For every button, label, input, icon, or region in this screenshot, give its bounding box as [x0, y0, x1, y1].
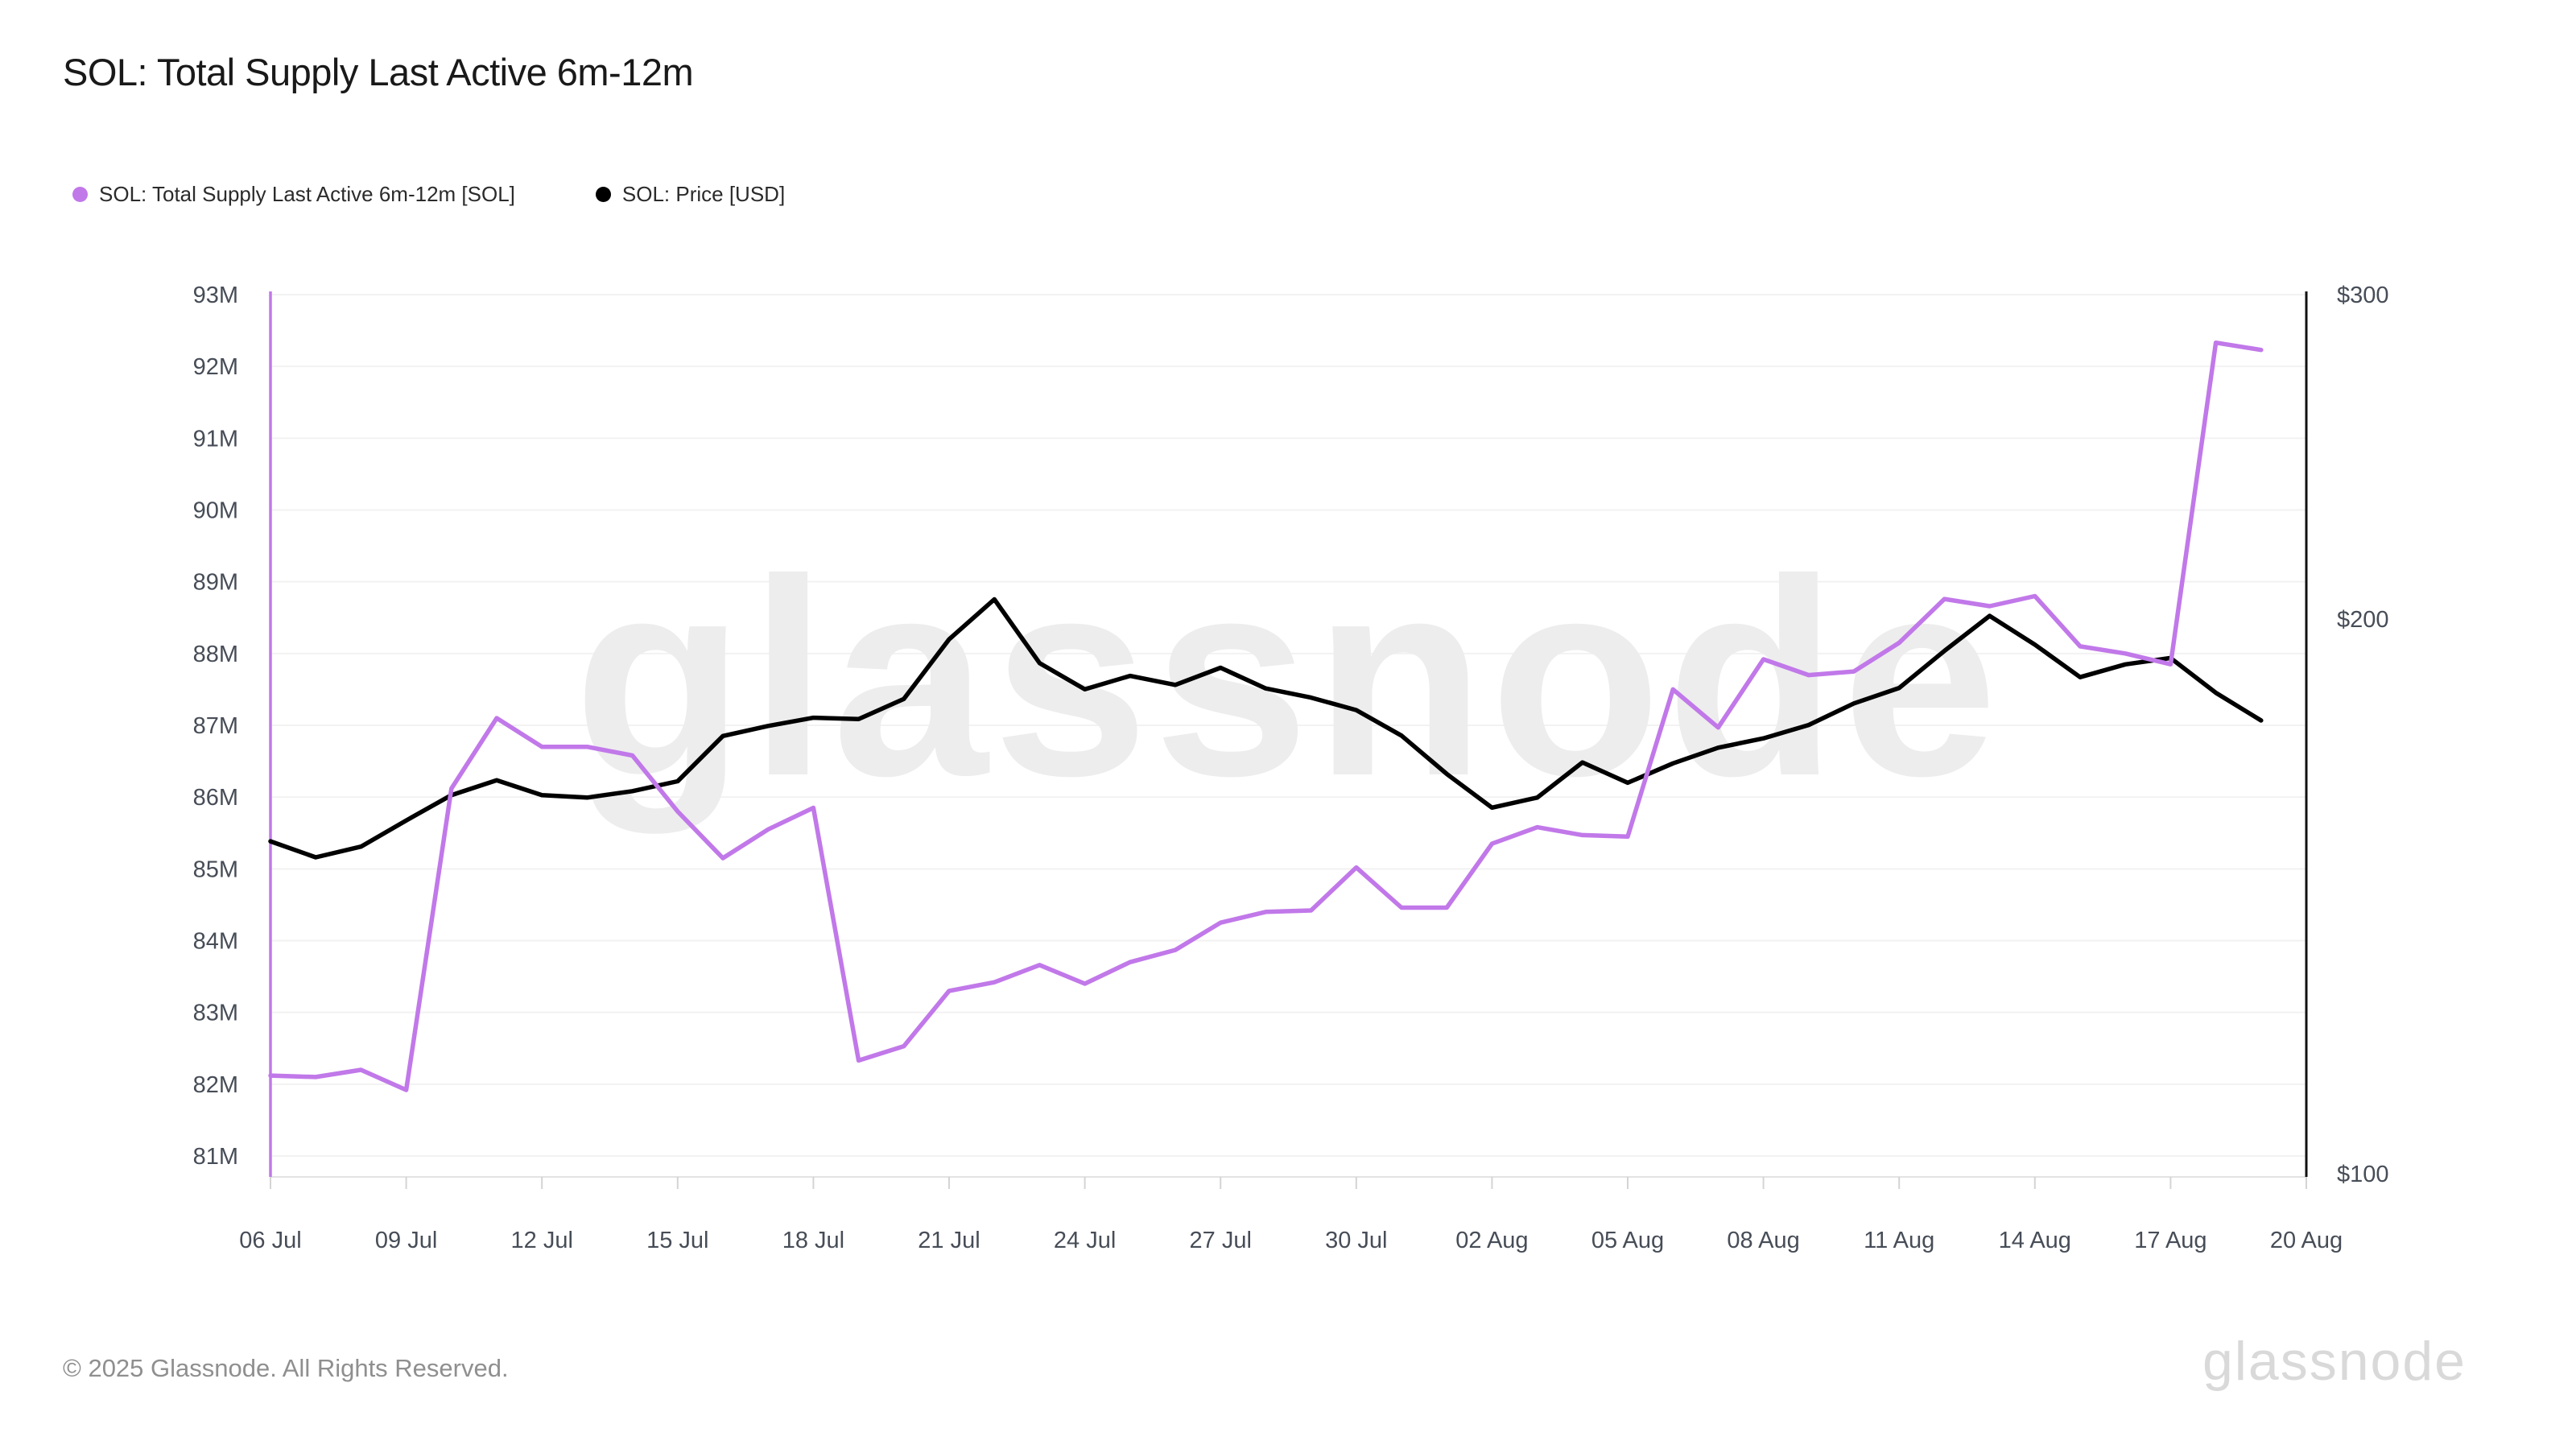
x-axis-label: 09 Jul	[375, 1228, 437, 1253]
y-axis-left-label: 91M	[193, 426, 238, 452]
x-axis-label: 14 Aug	[1999, 1228, 2071, 1253]
x-axis-label: 20 Aug	[2270, 1228, 2343, 1253]
y-axis-left-label: 87M	[193, 713, 238, 739]
price-line-series	[268, 597, 2264, 860]
y-axis-left-label: 84M	[193, 929, 238, 955]
x-axis-label: 15 Jul	[646, 1228, 708, 1253]
x-axis-label: 02 Aug	[1455, 1228, 1528, 1253]
x-axis-label: 21 Jul	[918, 1228, 980, 1253]
legend-dot-supply-icon	[72, 187, 88, 202]
y-axis-left-label: 86M	[193, 785, 238, 811]
y-axis-right-label: $100	[2337, 1162, 2389, 1187]
x-axis-label: 17 Aug	[2134, 1228, 2207, 1253]
glassnode-watermark: glassnode	[573, 521, 2002, 836]
legend-item-price[interactable]: SOL: Price [USD]	[595, 182, 786, 207]
x-axis-label: 06 Jul	[239, 1228, 301, 1253]
x-axis-label: 12 Jul	[511, 1228, 573, 1253]
x-axis-label: 08 Aug	[1727, 1228, 1799, 1253]
legend-item-supply[interactable]: SOL: Total Supply Last Active 6m-12m [SO…	[72, 182, 515, 207]
y-axis-left-label: 83M	[193, 1001, 238, 1026]
y-axis-left-label: 92M	[193, 354, 238, 380]
x-axis-label: 27 Jul	[1190, 1228, 1252, 1253]
glassnode-logo: glassnode	[2202, 1331, 2467, 1392]
supply-line-series	[268, 340, 2264, 1092]
x-axis-label: 24 Jul	[1054, 1228, 1116, 1253]
legend-label-price: SOL: Price [USD]	[621, 182, 786, 206]
y-axis-left-label: 85M	[193, 857, 238, 882]
y-axis-left-label: 93M	[193, 283, 238, 308]
legend-label-supply: SOL: Total Supply Last Active 6m-12m [SO…	[99, 182, 515, 206]
legend-dot-price-icon	[595, 187, 611, 202]
y-axis-left-label: 89M	[193, 570, 238, 596]
y-axis-left-label: 82M	[193, 1072, 238, 1098]
legend: SOL: Total Supply Last Active 6m-12m [SO…	[72, 182, 785, 207]
footer-copyright: © 2025 Glassnode. All Rights Reserved.	[63, 1354, 509, 1382]
y-axis-left-label: 88M	[193, 642, 238, 667]
y-axis-left-label: 90M	[193, 498, 238, 524]
x-axis-label: 11 Aug	[1864, 1228, 1934, 1253]
x-axis-label: 05 Aug	[1591, 1228, 1664, 1253]
y-axis-right-label: $300	[2337, 283, 2389, 308]
y-axis-right-label: $200	[2337, 607, 2389, 633]
page-title: SOL: Total Supply Last Active 6m-12m	[63, 51, 694, 93]
x-axis-label: 18 Jul	[782, 1228, 844, 1253]
y-axis-left-label: 81M	[193, 1144, 238, 1170]
x-axis-label: 30 Jul	[1325, 1228, 1387, 1253]
